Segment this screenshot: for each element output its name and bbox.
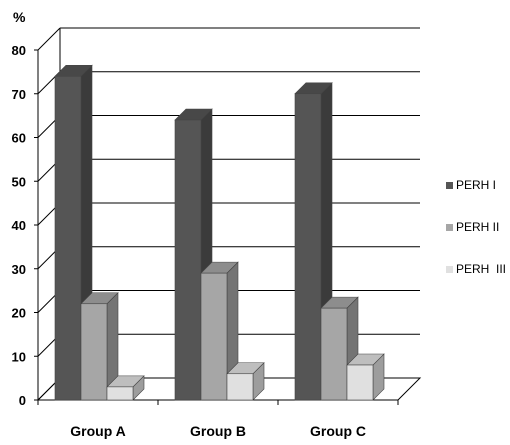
y-unit-label: % [13,9,26,25]
bar-front [294,93,322,401]
legend-swatch [446,181,453,189]
x-category-label: Group B [190,423,246,439]
bar-perh-iii-group-a [106,375,145,401]
legend-item-perh-i: PERH I [446,176,510,194]
y-tick-label: 20 [12,306,26,321]
bar-front [226,373,254,401]
y-tick-label: 40 [12,218,26,233]
y-tick-label: 30 [12,262,26,277]
legend-swatch [446,223,453,231]
y-tick-label: 0 [19,393,26,408]
y-tick-label: 50 [12,174,26,189]
y-tick-label: 60 [12,131,26,146]
bar-front [320,307,348,401]
bar-front [174,119,202,401]
gridline-side [37,27,61,51]
legend-item-perh-ii: PERH II [446,218,510,236]
x-category-label: Group C [310,423,366,439]
bar-front [106,386,134,401]
x-category-labels: Group A Group B Group C [70,423,366,439]
bar-perh-iii-group-c [346,353,385,401]
bar-front [80,303,108,401]
bar-front [54,75,82,401]
chart-bars [54,64,385,401]
x-category-label: Group A [70,423,125,439]
bar-perh-ii-group-c [320,296,359,401]
bar-perh-i-group-b [174,108,213,401]
legend-label: PERH I [456,178,497,192]
legend-item-perh-iii: PERH III [446,260,510,278]
chart-legend: PERH I PERH II PERH III [446,176,510,302]
y-tick-label: 80 [12,43,26,58]
legend-label: PERH II [456,220,500,234]
bar-front [346,364,374,401]
bar-front [200,272,228,401]
bar-perh-iii-group-b [226,362,265,401]
y-tick-labels: 0 10 20 30 40 50 60 70 80 [12,43,26,408]
bar-perh-ii-group-a [80,292,119,401]
legend-label: PERH III [456,262,507,276]
y-tick-label: 70 [12,87,26,102]
legend-swatch [446,265,453,273]
bar-perh-i-group-a [54,64,93,401]
bar-perh-i-group-c [294,82,333,401]
y-tick-label: 10 [12,349,26,364]
